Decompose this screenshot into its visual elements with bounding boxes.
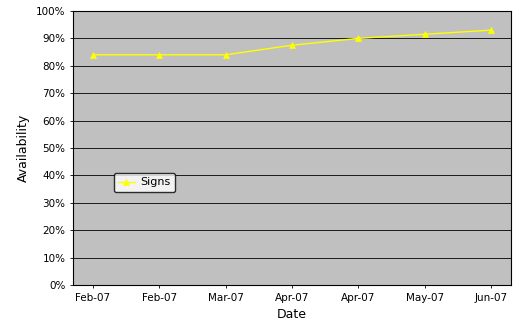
Legend: Signs: Signs	[113, 173, 175, 192]
Signs	[223, 53, 229, 57]
X-axis label: Date: Date	[277, 308, 307, 321]
Line: Signs: Signs	[90, 27, 495, 58]
Signs	[289, 43, 295, 47]
Signs	[488, 28, 494, 32]
Y-axis label: Availability: Availability	[17, 114, 31, 182]
Signs	[90, 53, 96, 57]
Signs	[355, 37, 362, 41]
Signs	[422, 32, 428, 36]
Signs	[156, 53, 162, 57]
